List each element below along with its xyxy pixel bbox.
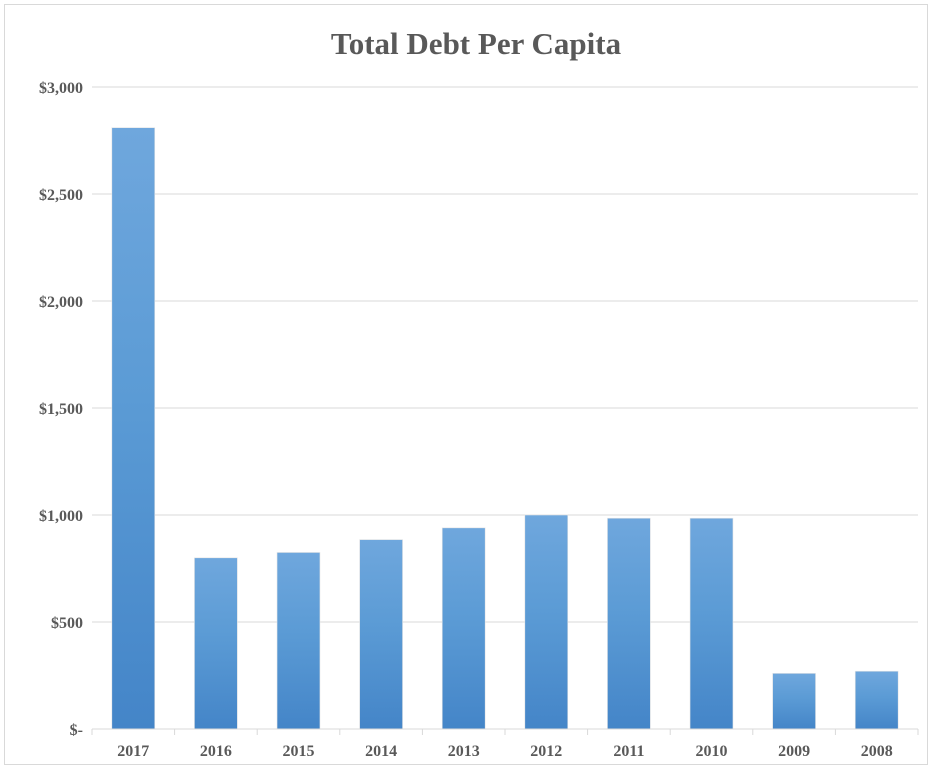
y-tick-label: $1,000 [39, 508, 83, 525]
bar-2011 [607, 517, 651, 730]
bar-2010 [689, 517, 734, 730]
bar-2017 [111, 127, 156, 730]
y-tick-label: $1,500 [39, 401, 83, 418]
y-tick-label: $2,500 [39, 187, 83, 204]
bar-2012 [524, 514, 569, 730]
x-axis-tick-labels: 2017 2016 2015 2014 2013 2012 2011 2010 2009 2008 [117, 743, 892, 760]
x-tick-label: 2011 [613, 743, 644, 760]
x-tick-label: 2014 [365, 743, 397, 760]
x-tick-label: 2016 [200, 743, 232, 760]
x-tick-label: 2013 [448, 743, 480, 760]
y-tick-label: $3,000 [39, 80, 83, 97]
x-axis [91, 728, 919, 735]
bars [111, 127, 899, 730]
bar-2014 [359, 539, 403, 730]
chart-title: Total Debt Per Capita [331, 26, 622, 61]
bar-2013 [441, 527, 486, 730]
bar-2016 [194, 557, 238, 730]
x-tick-label: 2010 [696, 743, 728, 760]
x-tick-label: 2017 [117, 743, 149, 760]
bar-2015 [276, 552, 321, 730]
y-tick-label: $- [70, 722, 83, 739]
bar-2009 [772, 673, 816, 730]
gridlines [92, 86, 918, 623]
y-tick-label: $500 [51, 615, 83, 632]
y-axis-tick-labels: $- $500 $1,000 $1,500 $2,000 $2,500 $3,000 [39, 80, 83, 739]
x-tick-label: 2008 [861, 743, 893, 760]
x-tick-label: 2012 [530, 743, 562, 760]
x-tick-label: 2015 [283, 743, 315, 760]
bar-2008 [854, 670, 899, 730]
x-tick-label: 2009 [778, 743, 810, 760]
y-tick-label: $2,000 [39, 294, 83, 311]
